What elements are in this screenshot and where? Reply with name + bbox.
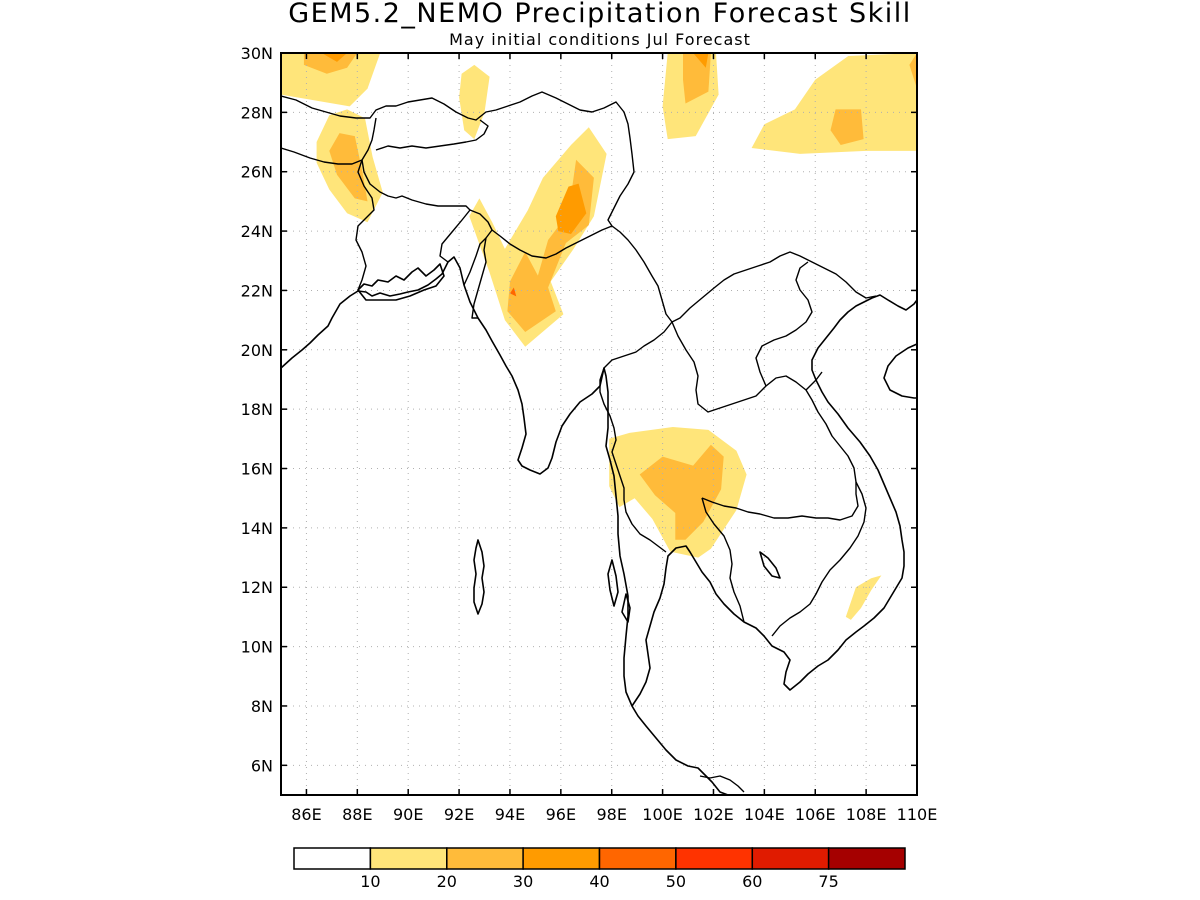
skill-region-north-myanmar-level-3	[555, 183, 587, 234]
skill-region-north-myanmar-level-1	[469, 127, 607, 347]
skill-region-northwest-top-level-1	[281, 53, 381, 107]
border-bangladesh-west	[355, 159, 375, 291]
skill-region-northeast-top-level-2	[683, 53, 711, 104]
border-thailand-cambodia-south	[701, 497, 745, 623]
border-myanmar-china-laos	[611, 225, 877, 323]
border-india-myanmar	[471, 225, 613, 319]
border-bhutan	[375, 119, 489, 151]
border-india-east	[463, 209, 493, 286]
colorbar-label-30: 30	[513, 872, 533, 891]
lon-label-88E: 88E	[342, 805, 372, 824]
skill-region-northwest-top-level-2	[303, 53, 358, 74]
skill-region-darjeeling-level-2	[329, 133, 368, 202]
lat-label-30N: 30N	[241, 44, 273, 63]
lon-label-96E: 96E	[546, 805, 576, 824]
lat-label-20N: 20N	[241, 341, 273, 360]
lat-label-14N: 14N	[241, 519, 273, 538]
border-cambodia-vietnam	[771, 481, 867, 637]
colorbar-swatch-5	[675, 847, 754, 870]
coastline	[281, 256, 729, 795]
map-frame	[280, 52, 918, 796]
border-laos-vietnam	[755, 261, 823, 391]
mergui-archipelago	[607, 559, 631, 623]
sundarbans-delta	[357, 263, 445, 301]
tonle-sap	[759, 551, 781, 579]
skill-region-vietnam-coast-level-1	[845, 575, 882, 620]
lon-label-100E: 100E	[642, 805, 683, 824]
lon-label-110E: 110E	[897, 805, 938, 824]
lat-label-22N: 22N	[241, 281, 273, 300]
skill-shading-layer	[281, 53, 917, 620]
colorbar-label-20: 20	[437, 872, 457, 891]
skill-region-far-northeast-level-1	[751, 53, 917, 154]
border-thailand-cambodia	[701, 482, 859, 521]
lon-label-90E: 90E	[393, 805, 423, 824]
lat-label-10N: 10N	[241, 638, 273, 657]
colorbar-swatch-0	[293, 847, 372, 870]
lon-label-104E: 104E	[744, 805, 785, 824]
skill-region-northwest-top-level-3	[321, 53, 348, 62]
lon-label-106E: 106E	[795, 805, 836, 824]
lat-label-8N: 8N	[251, 697, 273, 716]
border-myanmar-thailand	[599, 321, 673, 553]
border-bangladesh	[361, 159, 471, 263]
colorbar-swatch-1	[369, 847, 448, 870]
colorbar-swatch-3	[522, 847, 601, 870]
map-panel	[280, 52, 918, 796]
skill-region-bhutan-level-1	[459, 64, 490, 140]
colorbar-swatch-4	[598, 847, 677, 870]
border-nepal-india	[281, 117, 377, 165]
lat-label-28N: 28N	[241, 103, 273, 122]
lat-label-18N: 18N	[241, 400, 273, 419]
skill-region-far-northeast-level-2	[909, 53, 917, 89]
lat-label-16N: 16N	[241, 460, 273, 479]
coastline-gulf-of-thailand	[631, 294, 917, 707]
colorbar-label-10: 10	[360, 872, 380, 891]
figure-title: GEM5.2_NEMO Precipitation Forecast Skill	[288, 0, 912, 29]
lon-label-92E: 92E	[444, 805, 474, 824]
colorbar: 10 20 30 40 50 60 75	[293, 847, 906, 891]
colorbar-label-75: 75	[818, 872, 838, 891]
colorbar-swatch-6	[751, 847, 830, 870]
colorbar-swatch-7	[827, 847, 906, 870]
map-outlines	[281, 91, 917, 795]
skill-region-northeast-top-level-3	[693, 53, 709, 68]
coastline-hainan	[883, 343, 917, 399]
skill-region-central-thailand-level-2	[639, 444, 724, 540]
lat-label-24N: 24N	[241, 222, 273, 241]
colorbar-label-50: 50	[666, 872, 686, 891]
lon-label-86E: 86E	[291, 805, 321, 824]
andaman-islands	[473, 539, 485, 615]
lon-label-102E: 102E	[693, 805, 734, 824]
border-nepal-china	[281, 91, 635, 227]
lon-label-94E: 94E	[495, 805, 525, 824]
skill-region-far-northeast-level-2	[830, 109, 864, 145]
lon-label-108E: 108E	[846, 805, 887, 824]
colorbar-label-40: 40	[589, 872, 609, 891]
figure-subtitle: May initial conditions Jul Forecast	[449, 30, 751, 49]
border-thailand-malaysia	[699, 775, 745, 793]
lon-label-98E: 98E	[596, 805, 626, 824]
colorbar-label-60: 60	[742, 872, 762, 891]
colorbar-swatch-2	[446, 847, 524, 870]
latitude-axis: 6N 8N 10N 12N 14N 16N 18N 20N 22N 24N 26N 28N 30N	[241, 44, 917, 775]
lat-label-12N: 12N	[241, 578, 273, 597]
skill-region-north-myanmar-level-4	[510, 287, 517, 297]
longitude-axis: 86E 88E 90E 92E 94E 96E 98E 100E 102E 104E 106E 108…	[291, 53, 937, 824]
lat-label-26N: 26N	[241, 163, 273, 182]
lat-label-6N: 6N	[251, 756, 273, 775]
